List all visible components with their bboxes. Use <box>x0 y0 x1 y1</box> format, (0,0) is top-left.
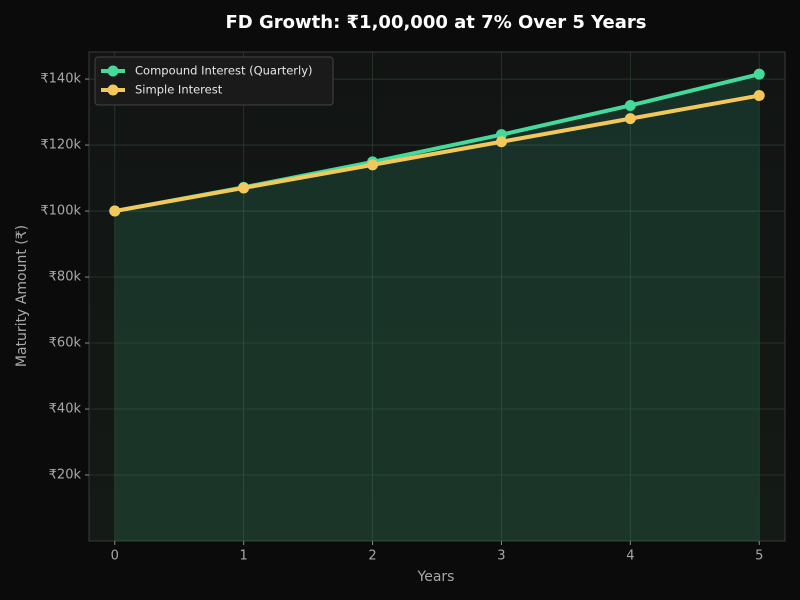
point <box>753 90 765 102</box>
x-tick-label: 3 <box>497 549 505 564</box>
x-tick-label: 5 <box>755 549 763 564</box>
point <box>753 68 765 80</box>
x-axis-label: Years <box>417 569 455 585</box>
chart-title: FD Growth: ₹1,00,000 at 7% Over 5 Years <box>226 12 647 33</box>
point <box>495 136 507 148</box>
y-tick-label: ₹140k <box>40 72 81 87</box>
legend-label: Simple Interest <box>135 83 223 97</box>
point <box>367 159 379 171</box>
y-tick-label: ₹100k <box>40 204 81 219</box>
legend: Compound Interest (Quarterly) Simple Inte… <box>94 56 334 106</box>
point <box>624 113 636 125</box>
y-tick-label: ₹20k <box>49 468 82 483</box>
line <box>114 93 760 214</box>
point <box>109 205 121 217</box>
y-tick-label: ₹40k <box>49 402 82 417</box>
point <box>624 99 636 111</box>
x-tick-label: 0 <box>111 549 119 564</box>
legend-box <box>94 56 334 106</box>
legend-label: Compound Interest (Quarterly) <box>135 64 313 78</box>
legend-marker <box>107 84 119 96</box>
y-axis-label: Maturity Amount (₹) <box>14 225 30 367</box>
x-tick-label: 1 <box>240 549 248 564</box>
area <box>114 74 760 542</box>
plot: ₹20k ₹40k ₹60k ₹80k ₹100k ₹120k ₹140k 0 1 2 3 4 5 <box>40 52 785 564</box>
y-tick-label: ₹120k <box>40 138 81 153</box>
x-tick-label: 4 <box>626 549 634 564</box>
x-tick-label: 2 <box>368 549 376 564</box>
y-tick-label: ₹60k <box>49 336 82 351</box>
y-tick-label: ₹80k <box>49 270 82 285</box>
point <box>238 182 250 194</box>
plot-area <box>88 51 786 542</box>
legend-marker <box>107 65 119 77</box>
